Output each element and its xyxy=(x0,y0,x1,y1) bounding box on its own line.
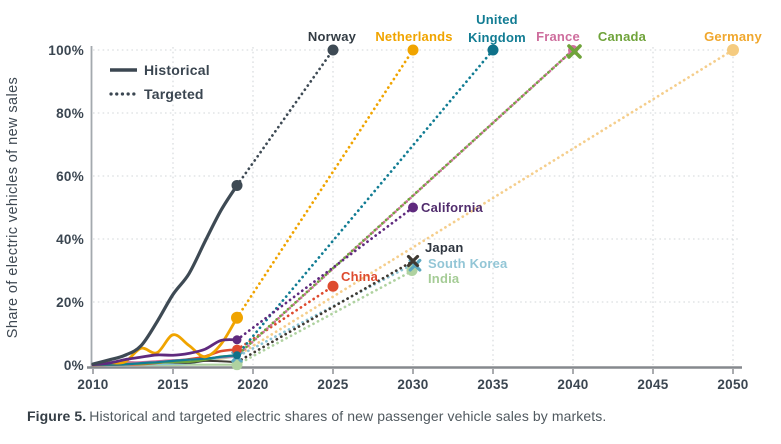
country-label-germany: Germany xyxy=(704,29,762,44)
india-end-marker xyxy=(406,265,418,276)
target-line-japan xyxy=(235,259,415,364)
california-end-marker xyxy=(408,202,418,213)
country-label-netherlands: Netherlands xyxy=(375,29,452,44)
china-start-marker xyxy=(232,344,242,355)
historical-line-california xyxy=(91,338,239,367)
legend-historical-label: Historical xyxy=(144,62,210,78)
country-label-japan: Japan xyxy=(425,240,464,255)
y-tick-label-20: 20% xyxy=(56,295,84,310)
country-label-south_korea: South Korea xyxy=(428,256,508,271)
y-tick-label-0: 0% xyxy=(64,358,84,373)
figure-caption: Figure 5. Historical and targeted electri… xyxy=(27,408,606,424)
x-tick-label-2035: 2035 xyxy=(477,377,508,392)
x-tick-label-2050: 2050 xyxy=(717,377,748,392)
x-tick-label-2040: 2040 xyxy=(557,377,588,392)
historical-line-netherlands xyxy=(91,316,239,366)
country-label-norway: Norway xyxy=(308,29,357,44)
target-line-germany xyxy=(235,48,735,358)
x-tick-label-2025: 2025 xyxy=(317,377,348,392)
germany-end-marker xyxy=(727,44,739,56)
y-tick-label-40: 40% xyxy=(56,232,84,247)
country-label-china: China xyxy=(341,269,379,284)
norway-start-marker xyxy=(231,179,243,191)
x-tick-label-2010: 2010 xyxy=(77,377,108,392)
netherlands-start-marker xyxy=(231,311,243,324)
united_kingdom-end-marker xyxy=(487,44,499,56)
y-axis-title: Share of electric vehicles of new sales xyxy=(5,77,21,338)
figure-caption-text: Historical and targeted electric shares … xyxy=(89,408,607,424)
country-label-united_kingdom-1: Kingdom xyxy=(468,30,526,45)
canada-end-marker xyxy=(567,44,582,59)
target-line-china xyxy=(235,284,335,351)
california-start-marker xyxy=(232,335,242,345)
japan-end-marker xyxy=(406,254,420,268)
united_kingdom-start-marker xyxy=(233,351,241,360)
target-line-canada xyxy=(235,48,575,357)
target-line-norway xyxy=(235,48,335,187)
country-label-canada: Canada xyxy=(598,29,647,44)
figure-caption-number: Figure 5. xyxy=(27,408,87,424)
target-line-california xyxy=(235,206,415,342)
country-label-india: India xyxy=(428,271,460,286)
y-tick-label-100: 100% xyxy=(48,43,84,58)
x-tick-label-2045: 2045 xyxy=(637,377,668,392)
china-end-marker xyxy=(327,280,339,292)
country-label-united_kingdom-0: United xyxy=(476,12,518,27)
target-line-india xyxy=(235,269,415,367)
netherlands-end-marker xyxy=(407,44,419,56)
historical-line-united_kingdom xyxy=(91,354,239,366)
figure-chart: 2010 2015 2020 2025 2030 2035 2040 2045 2050 0% 20… xyxy=(5,12,762,392)
x-tick-label-2015: 2015 xyxy=(157,377,188,392)
country-label-france: France xyxy=(536,29,580,44)
target-line-united_kingdom xyxy=(235,48,495,357)
legend-targeted-label: Targeted xyxy=(144,86,204,102)
x-tick-label-2020: 2020 xyxy=(237,377,268,392)
india-start-marker xyxy=(231,359,243,371)
y-tick-label-60: 60% xyxy=(56,169,84,184)
x-tick-label-2030: 2030 xyxy=(397,377,428,392)
y-tick-label-80: 80% xyxy=(56,106,84,121)
historical-line-norway xyxy=(91,183,239,366)
country-label-california: California xyxy=(421,200,484,215)
norway-end-marker xyxy=(327,44,339,56)
